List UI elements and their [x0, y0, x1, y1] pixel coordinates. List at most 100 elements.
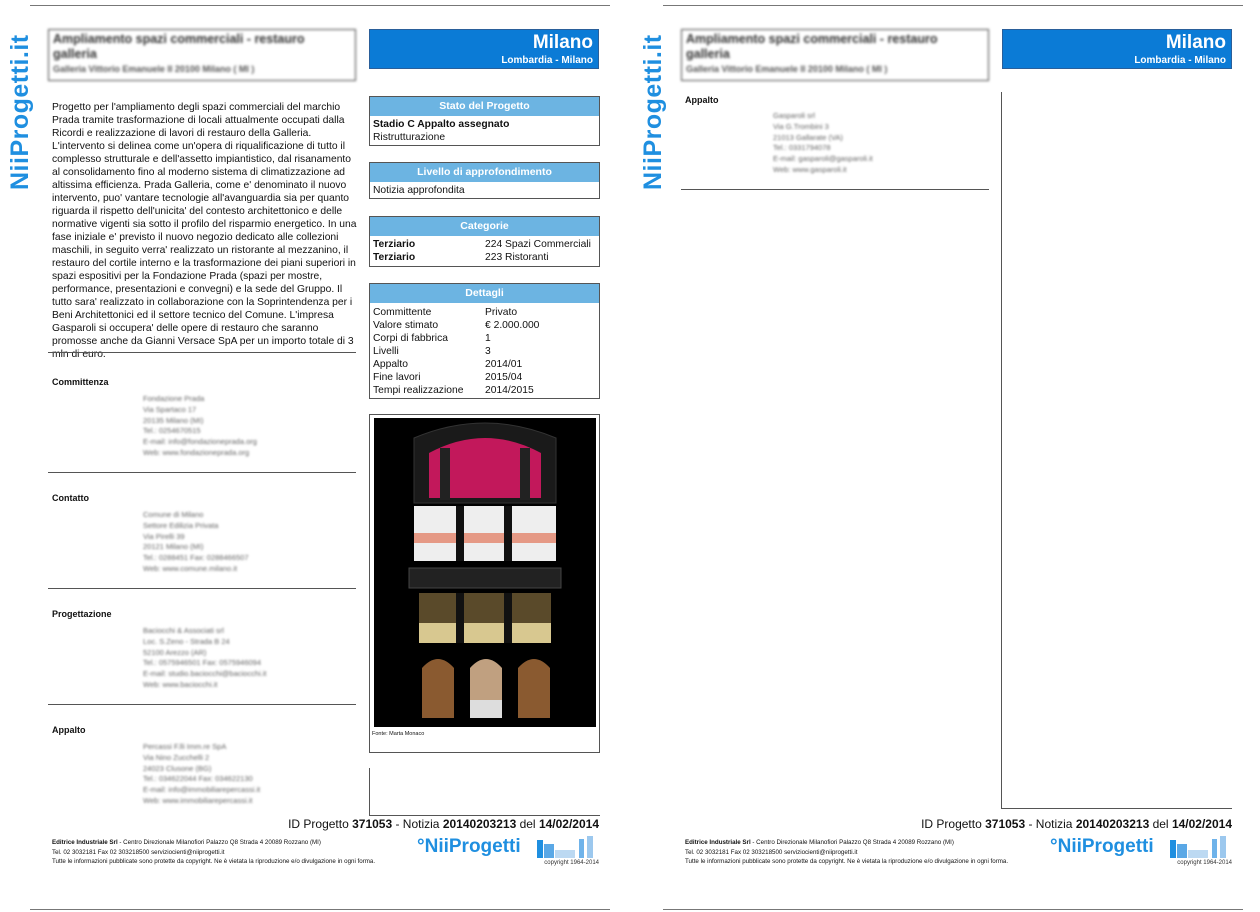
- project-title: Ampliamento spazi commerciali - restauro…: [53, 32, 305, 61]
- divider: [48, 352, 356, 353]
- page-top-rule: [30, 5, 610, 6]
- section-title: Appalto: [685, 95, 719, 105]
- image-caption: Fonte: Marta Monaco: [372, 731, 425, 737]
- notizia-date: 14/02/2014: [1171, 817, 1232, 831]
- detail-value: 3: [485, 346, 491, 357]
- notizia-id: 20140203213: [1075, 817, 1150, 831]
- niiprogetti-footer-logo: °NiiProgetti: [1050, 836, 1154, 857]
- niiprogetti-vertical-logo: NiiProgetti.it: [6, 34, 34, 190]
- livello-value: Notizia approfondita: [373, 185, 465, 196]
- contact-line: Fondazione Prada: [143, 394, 205, 403]
- city-region: Lombardia - Milano: [1134, 55, 1226, 66]
- detail-label: Appalto: [373, 359, 408, 370]
- contact-line: Tel.: 034622044 Fax: 034622130: [143, 774, 253, 784]
- frame-line: [1001, 92, 1002, 809]
- section-title: Progettazione: [52, 609, 112, 619]
- contact-line: E-mail: info@fondazioneprada.org: [143, 437, 257, 447]
- divider: [681, 189, 989, 190]
- frame-line: [369, 768, 370, 816]
- contact-details: Comune di Milano Settore Edilizia Privata…: [143, 510, 249, 575]
- city-region: Lombardia - Milano: [501, 55, 593, 66]
- project-rendering-image: [374, 418, 596, 727]
- contact-line: Baciocchi & Associati srl: [143, 626, 224, 635]
- notizia-id: 20140203213: [442, 817, 517, 831]
- niiprogetti-vertical-logo: NiiProgetti.it: [639, 34, 667, 190]
- box-title: Stato del Progetto: [370, 97, 599, 116]
- project-image-box: Fonte: Marta Monaco: [369, 414, 600, 753]
- contact-line: 52100 Arezzo (AR): [143, 647, 207, 657]
- detail-label: Tempi realizzazione: [373, 385, 464, 396]
- footer-address: - Centro Direzionale Milanofiori Palazzo…: [117, 839, 321, 846]
- contact-details: Gasparoli srl Via G.Trombini 3 21013 Galla…: [773, 111, 873, 176]
- frame-line: [369, 815, 600, 816]
- city-name: Milano: [532, 32, 593, 53]
- footer-rights: Tutte le informazioni pubblicate sono pr…: [52, 858, 376, 865]
- detail-label: Valore stimato: [373, 320, 439, 331]
- id-label: ID Progetto: [921, 817, 986, 831]
- stato-progetto-box: Stato del Progetto Stadio C Appalto asseg…: [369, 96, 600, 146]
- project-address: Galleria Vittorio Emanuele II 20100 Mila…: [686, 64, 888, 74]
- copyright: copyright 1964-2014: [544, 860, 599, 866]
- detail-value: 1: [485, 333, 491, 344]
- contact-line: Tel.: 0575946501 Fax: 0575946094: [143, 658, 262, 668]
- box-title: Dettagli: [370, 284, 599, 303]
- box-title: Livello di approfondimento: [370, 163, 599, 182]
- contact-line: Web: www.fondazioneprada.org: [143, 447, 250, 457]
- niiprogetti-footer-logo: °NiiProgetti: [417, 836, 521, 857]
- section-title: Committenza: [52, 377, 109, 387]
- contact-line: Via G.Trombini 3: [773, 121, 829, 131]
- footer-info: Editrice Industriale Srl - Centro Direzi…: [685, 838, 1008, 867]
- page-bottom-rule: [30, 909, 610, 910]
- section-title: Contatto: [52, 493, 89, 503]
- contact-details: Fondazione Prada Via Spartaco 17 20135 Mil…: [143, 394, 257, 459]
- detail-row: Fine lavori 2015/04: [373, 371, 596, 384]
- contact-details: Baciocchi & Associati srl Loc. S.Zeno - S…: [143, 626, 267, 691]
- categorie-box: Categorie Terziario 224 Spazi Commerciali T…: [369, 216, 600, 267]
- project-address: Galleria Vittorio Emanuele II 20100 Mila…: [53, 64, 255, 74]
- box-title: Categorie: [370, 217, 599, 236]
- detail-row: Livelli 3: [373, 345, 596, 358]
- category-sector: Terziario: [373, 252, 416, 263]
- detail-label: Fine lavori: [373, 372, 421, 383]
- detail-value: Privato: [485, 307, 518, 318]
- project-header-box: Ampliamento spazi commerciali - restauro…: [48, 29, 356, 81]
- city-name: Milano: [1165, 32, 1226, 53]
- contact-line: Percassi F.lli Imm.re SpA: [143, 742, 227, 751]
- del-label: del: [1149, 817, 1172, 831]
- detail-value: 2014/01: [485, 359, 523, 370]
- detail-label: Livelli: [373, 346, 399, 357]
- contact-line: Web: www.immobiliarepercassi.it: [143, 795, 253, 805]
- contact-line: Gasparoli srl: [773, 111, 816, 120]
- contact-line: Comune di Milano: [143, 510, 204, 519]
- detail-label: Corpi di fabbrica: [373, 333, 448, 344]
- divider: [48, 704, 356, 705]
- contact-line: Settore Edilizia Privata: [143, 520, 219, 530]
- contact-line: E-mail: gasparoli@gasparoli.it: [773, 154, 873, 164]
- contact-line: E-mail: info@immobiliarepercassi.it: [143, 785, 261, 795]
- page-top-rule: [663, 5, 1243, 6]
- page-bottom-rule: [663, 909, 1243, 910]
- detail-row: Tempi realizzazione 2014/2015: [373, 384, 596, 397]
- category-name: 223 Ristoranti: [485, 252, 549, 263]
- contact-details: Percassi F.lli Imm.re SpA Via Nino Zucche…: [143, 742, 260, 807]
- divider: [48, 588, 356, 589]
- city-banner: Milano Lombardia - Milano: [369, 29, 599, 69]
- category-row: Terziario 223 Ristoranti: [373, 251, 596, 264]
- detail-row: Corpi di fabbrica 1: [373, 332, 596, 345]
- footer-info: Editrice Industriale Srl - Centro Direzi…: [52, 838, 375, 867]
- copyright: copyright 1964-2014: [1177, 860, 1232, 866]
- project-id-line: ID Progetto 371053 - Notizia 20140203213…: [288, 817, 599, 831]
- contact-line: Web: www.gasparoli.it: [773, 164, 847, 174]
- notizia-label: - Notizia: [1025, 817, 1076, 831]
- notizia-date: 14/02/2014: [538, 817, 599, 831]
- contact-line: Web: www.comune.milano.it: [143, 563, 238, 573]
- detail-label: Committente: [373, 307, 432, 318]
- detail-row: Appalto 2014/01: [373, 358, 596, 371]
- category-sector: Terziario: [373, 239, 416, 250]
- contact-line: Via Nino Zucchelli 2: [143, 752, 210, 762]
- contact-line: 20135 Milano (MI): [143, 415, 204, 425]
- project-type: Ristrutturazione: [373, 132, 446, 143]
- project-id: 371053: [352, 817, 393, 831]
- contact-line: Via Pirelli 39: [143, 531, 185, 541]
- contact-line: 21013 Gallarate (VA): [773, 132, 843, 142]
